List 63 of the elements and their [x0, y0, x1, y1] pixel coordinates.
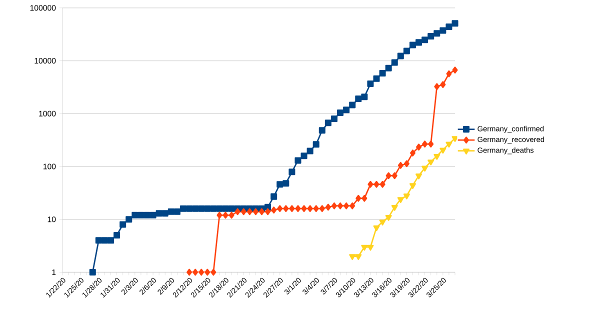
point: [210, 268, 216, 276]
point: [234, 208, 240, 215]
point: [367, 244, 374, 250]
point: [379, 219, 386, 226]
point: [355, 254, 362, 260]
point: [252, 208, 258, 215]
point: [186, 268, 192, 276]
point: [446, 70, 452, 77]
point: [277, 204, 283, 212]
point: [192, 268, 198, 276]
point: [319, 204, 325, 212]
point: [216, 211, 222, 218]
point: [204, 268, 210, 276]
point: [344, 202, 350, 210]
point: [403, 193, 410, 200]
point: [271, 206, 277, 214]
point: [240, 208, 246, 215]
point: [246, 208, 252, 215]
point: [325, 203, 331, 210]
point: [416, 173, 422, 180]
point: [198, 268, 204, 276]
point: [452, 66, 458, 74]
point: [265, 208, 271, 215]
point: [373, 225, 380, 231]
point: [337, 202, 344, 210]
point: [416, 143, 422, 150]
point: [283, 204, 289, 212]
point: [428, 159, 434, 166]
point: [295, 204, 301, 212]
point: [428, 140, 434, 148]
point: [392, 172, 398, 179]
point: [404, 160, 410, 167]
point: [356, 194, 362, 202]
point: [422, 166, 428, 172]
point: [222, 211, 228, 218]
point: [409, 182, 416, 189]
point: [350, 202, 356, 210]
point: [434, 154, 440, 160]
point: [434, 82, 440, 90]
point: [398, 162, 404, 169]
point: [440, 148, 446, 154]
point: [368, 180, 374, 188]
point: [391, 204, 398, 211]
point: [307, 204, 313, 212]
point: [289, 204, 295, 212]
point: [374, 180, 380, 188]
point: [258, 208, 265, 215]
point: [422, 140, 428, 148]
point: [386, 172, 392, 179]
point: [446, 142, 452, 148]
point: [452, 136, 458, 142]
point: [385, 214, 392, 221]
point: [410, 149, 416, 156]
point: [313, 204, 319, 212]
point: [361, 244, 368, 250]
point: [362, 194, 368, 202]
point: [380, 180, 386, 188]
point: [440, 80, 446, 88]
point: [301, 204, 307, 212]
point: [331, 202, 337, 210]
point: [397, 196, 404, 203]
point: [349, 254, 356, 260]
point: [228, 211, 234, 218]
